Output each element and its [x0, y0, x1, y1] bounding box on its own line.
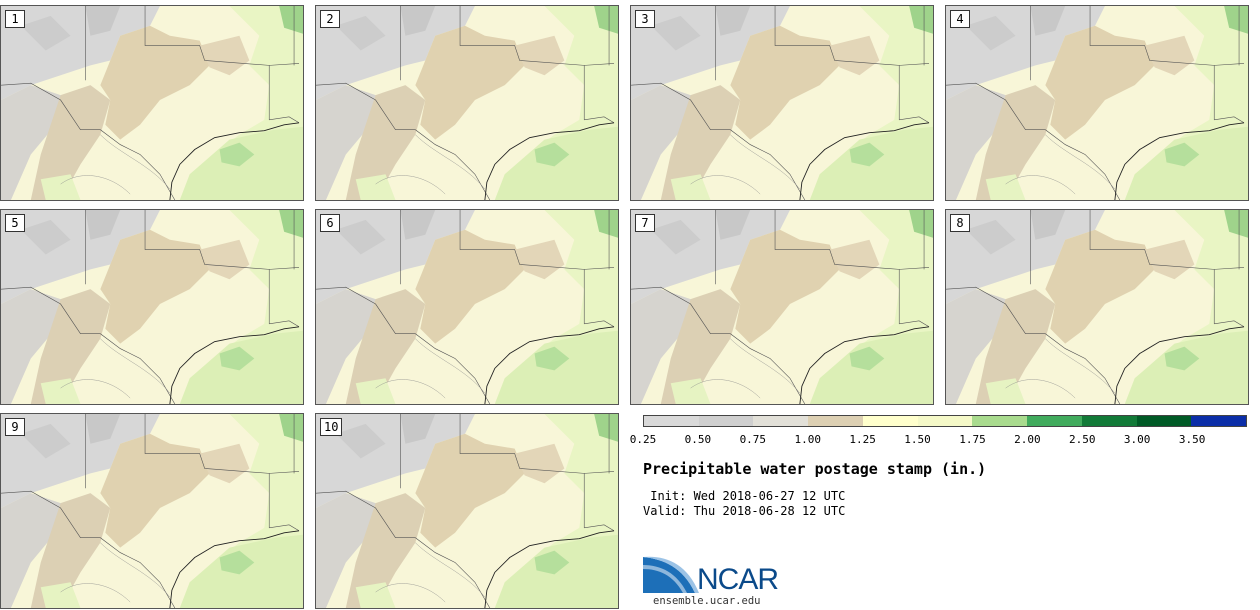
panel-5: 5	[0, 209, 304, 405]
panel-label: 2	[320, 10, 340, 28]
figure-title: Precipitable water postage stamp (in.)	[643, 460, 987, 478]
color-legend	[643, 415, 1247, 427]
panel-label: 5	[5, 214, 25, 232]
panel-9: 9	[0, 413, 304, 609]
panel-10: 10	[315, 413, 619, 609]
ncar-logo-icon	[643, 556, 699, 593]
legend-tick-label: 0.25	[629, 433, 657, 446]
legend-swatch	[1136, 416, 1192, 426]
panel-3: 3	[630, 5, 934, 201]
legend-swatch	[1191, 416, 1247, 426]
legend-swatch	[1027, 416, 1082, 426]
legend-swatch	[644, 416, 699, 426]
legend-ticks: 0.25 0.50 0.75 1.00 1.25 1.50 1.75 2.00 2.50 3.00…	[630, 433, 1260, 447]
site-url[interactable]: ensemble.ucar.edu	[653, 595, 761, 607]
panel-8: 8	[945, 209, 1249, 405]
legend-swatch	[808, 416, 863, 426]
panel-1: 1	[0, 5, 304, 201]
legend-swatch	[753, 416, 809, 426]
panel-label: 7	[635, 214, 655, 232]
legend-tick-label: 2.50	[1069, 433, 1096, 446]
valid-time: Valid: Thu 2018-06-28 12 UTC	[643, 504, 846, 518]
legend-swatch	[917, 416, 973, 426]
panel-7: 7	[630, 209, 934, 405]
legend-swatch	[862, 416, 918, 426]
legend-tick-label: 0.50	[684, 433, 712, 446]
legend-tick-label: 1.25	[849, 433, 876, 446]
legend-tick-label: 3.00	[1123, 433, 1151, 446]
panel-label: 3	[635, 10, 655, 28]
panel-label: 1	[5, 10, 25, 28]
panel-6: 6	[315, 209, 619, 405]
panel-label: 10	[320, 418, 343, 436]
legend-swatch	[972, 416, 1028, 426]
panel-label: 6	[320, 214, 340, 232]
legend-tick-label: 1.75	[959, 433, 986, 446]
legend-tick-label: 1.00	[794, 433, 821, 446]
panel-label: 9	[5, 418, 25, 436]
panel-2: 2	[315, 5, 619, 201]
legend-tick-label: 3.50	[1178, 433, 1206, 446]
panel-label: 8	[950, 214, 970, 232]
init-time: Init: Wed 2018-06-27 12 UTC	[643, 489, 846, 503]
panel-label: 4	[950, 10, 970, 28]
legend-swatch	[698, 416, 754, 426]
ncar-logo-text: NCAR	[697, 563, 779, 596]
panel-4: 4	[945, 5, 1249, 201]
legend-tick-label: 0.75	[739, 433, 767, 446]
legend-swatch	[1081, 416, 1137, 426]
legend-tick-label: 2.00	[1014, 433, 1041, 446]
legend-tick-label: 1.50	[904, 433, 931, 446]
